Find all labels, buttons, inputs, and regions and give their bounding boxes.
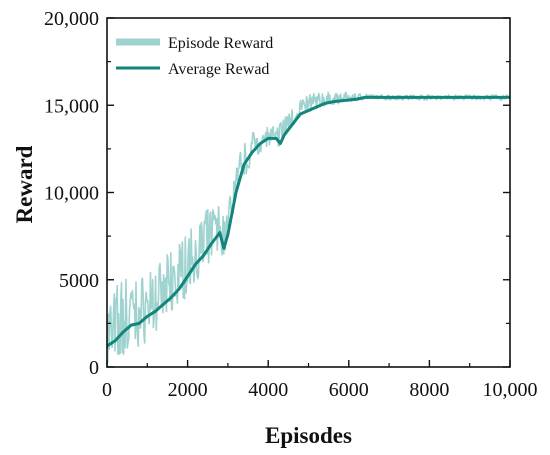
x-tick-label: 8000	[409, 379, 449, 401]
x-tick-label: 6000	[329, 379, 369, 401]
y-tick-label: 20,000	[44, 8, 99, 30]
x-tick-label: 10,000	[483, 379, 538, 401]
legend-label-average-reward: Average Rewad	[168, 61, 269, 78]
legend-label-episode-reward: Episode Reward	[168, 35, 273, 52]
series-line-episode-reward	[107, 91, 510, 364]
y-tick-label: 10,000	[44, 183, 99, 205]
series-line-average-reward	[107, 95, 510, 348]
legend: Episode Reward Average Rewad	[116, 35, 273, 78]
x-tick-label: 4000	[248, 379, 288, 401]
x-tick-label: 0	[102, 379, 112, 401]
y-tick-label: 5000	[59, 270, 99, 292]
x-tick-label: 2000	[168, 379, 208, 401]
plot-layer	[107, 91, 510, 364]
y-axis-title: Reward	[12, 145, 37, 223]
y-tick-label: 0	[89, 357, 99, 379]
tick-layer: 0 2000 4000 6000 8000 10,000 0 5000 10,000 15,000…	[44, 8, 538, 401]
x-axis-title: Episodes	[265, 423, 352, 448]
y-tick-label: 15,000	[44, 95, 99, 117]
